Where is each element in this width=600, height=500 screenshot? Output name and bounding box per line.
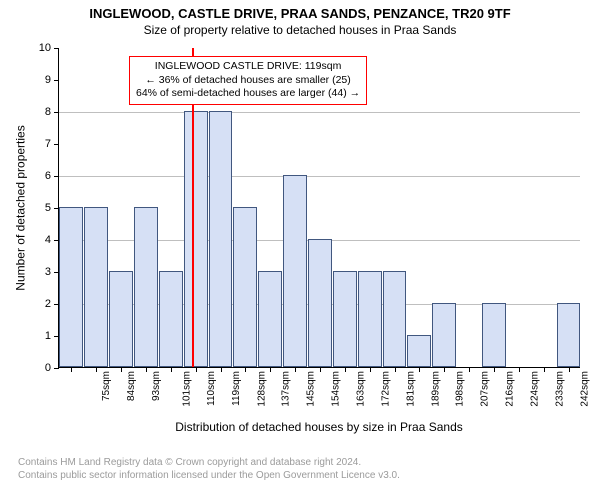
bar bbox=[482, 303, 506, 367]
info-box: INGLEWOOD CASTLE DRIVE: 119sqm← 36% of d… bbox=[129, 56, 367, 105]
x-tick bbox=[320, 367, 321, 372]
bar bbox=[159, 271, 183, 367]
title-main: INGLEWOOD, CASTLE DRIVE, PRAA SANDS, PEN… bbox=[0, 0, 600, 21]
x-tick bbox=[146, 367, 147, 372]
x-tick bbox=[221, 367, 222, 372]
x-tick bbox=[494, 367, 495, 372]
y-tick bbox=[54, 336, 59, 337]
bar bbox=[184, 111, 208, 367]
x-tick-label: 163sqm bbox=[356, 371, 367, 407]
bar bbox=[109, 271, 133, 367]
bar bbox=[84, 207, 108, 367]
x-tick-label: 93sqm bbox=[151, 371, 162, 401]
y-tick bbox=[54, 48, 59, 49]
x-tick bbox=[196, 367, 197, 372]
gridline bbox=[59, 112, 580, 113]
footer-attribution: Contains HM Land Registry data © Crown c… bbox=[18, 457, 400, 482]
y-tick-label: 7 bbox=[45, 138, 51, 150]
x-tick bbox=[544, 367, 545, 372]
y-tick-label: 9 bbox=[45, 74, 51, 86]
y-tick bbox=[54, 208, 59, 209]
y-tick bbox=[54, 304, 59, 305]
y-tick-label: 2 bbox=[45, 298, 51, 310]
footer-line-1: Contains HM Land Registry data © Crown c… bbox=[18, 457, 400, 470]
x-axis-title: Distribution of detached houses by size … bbox=[58, 420, 580, 434]
bar bbox=[407, 335, 431, 367]
info-box-line-3: 64% of semi-detached houses are larger (… bbox=[136, 87, 360, 101]
x-tick bbox=[395, 367, 396, 372]
info-box-line-1: INGLEWOOD CASTLE DRIVE: 119sqm bbox=[136, 60, 360, 74]
bar bbox=[233, 207, 257, 367]
x-tick bbox=[569, 367, 570, 372]
x-tick-label: 181sqm bbox=[405, 371, 416, 407]
x-tick bbox=[245, 367, 246, 372]
x-tick bbox=[370, 367, 371, 372]
x-tick-label: 207sqm bbox=[480, 371, 491, 407]
x-tick-label: 154sqm bbox=[331, 371, 342, 407]
y-tick-label: 10 bbox=[39, 42, 51, 54]
bar bbox=[358, 271, 382, 367]
x-tick-label: 189sqm bbox=[430, 371, 441, 407]
bar bbox=[432, 303, 456, 367]
bar bbox=[283, 175, 307, 367]
y-tick bbox=[54, 176, 59, 177]
x-tick-label: 84sqm bbox=[126, 371, 137, 401]
x-tick-label: 137sqm bbox=[281, 371, 292, 407]
y-tick bbox=[54, 80, 59, 81]
y-tick-label: 6 bbox=[45, 170, 51, 182]
x-tick bbox=[469, 367, 470, 372]
x-tick-label: 75sqm bbox=[101, 371, 112, 401]
y-tick-label: 5 bbox=[45, 202, 51, 214]
y-tick bbox=[54, 112, 59, 113]
x-tick bbox=[419, 367, 420, 372]
x-tick-label: 224sqm bbox=[530, 371, 541, 407]
bar bbox=[209, 111, 233, 367]
x-tick-label: 128sqm bbox=[256, 371, 267, 407]
x-tick-label: 110sqm bbox=[206, 371, 217, 406]
x-tick-label: 233sqm bbox=[554, 371, 565, 407]
x-tick-label: 242sqm bbox=[579, 371, 590, 407]
y-tick-label: 1 bbox=[45, 330, 51, 342]
x-tick-label: 145sqm bbox=[306, 371, 317, 407]
x-tick-label: 119sqm bbox=[231, 371, 242, 406]
x-tick-label: 101sqm bbox=[182, 371, 193, 407]
bar bbox=[557, 303, 581, 367]
bar bbox=[383, 271, 407, 367]
x-tick bbox=[121, 367, 122, 372]
x-tick bbox=[295, 367, 296, 372]
x-tick bbox=[519, 367, 520, 372]
y-axis-title-wrap: Number of detached properties bbox=[14, 48, 28, 368]
y-tick bbox=[54, 240, 59, 241]
y-axis-title: Number of detached properties bbox=[14, 125, 28, 290]
x-tick-label: 172sqm bbox=[380, 371, 391, 407]
x-tick-label: 216sqm bbox=[505, 371, 516, 407]
bar bbox=[134, 207, 158, 367]
x-tick bbox=[96, 367, 97, 372]
x-tick bbox=[444, 367, 445, 372]
title-sub: Size of property relative to detached ho… bbox=[0, 21, 600, 37]
y-tick-label: 0 bbox=[45, 362, 51, 374]
bar bbox=[308, 239, 332, 367]
bar bbox=[258, 271, 282, 367]
x-tick bbox=[171, 367, 172, 372]
x-tick bbox=[345, 367, 346, 372]
y-tick bbox=[54, 144, 59, 145]
y-tick bbox=[54, 368, 59, 369]
info-box-line-2: ← 36% of detached houses are smaller (25… bbox=[136, 74, 360, 88]
chart-plot-area: 01234567891075sqm84sqm93sqm101sqm110sqm1… bbox=[58, 48, 580, 368]
bar bbox=[59, 207, 83, 367]
gridline bbox=[59, 176, 580, 177]
plot-rect: 01234567891075sqm84sqm93sqm101sqm110sqm1… bbox=[58, 48, 580, 368]
x-tick bbox=[71, 367, 72, 372]
x-tick bbox=[270, 367, 271, 372]
chart-container: INGLEWOOD, CASTLE DRIVE, PRAA SANDS, PEN… bbox=[0, 0, 600, 500]
y-tick bbox=[54, 272, 59, 273]
bar bbox=[333, 271, 357, 367]
footer-line-2: Contains public sector information licen… bbox=[18, 470, 400, 483]
y-tick-label: 4 bbox=[45, 234, 51, 246]
y-tick-label: 8 bbox=[45, 106, 51, 118]
x-tick-label: 198sqm bbox=[455, 371, 466, 407]
y-tick-label: 3 bbox=[45, 266, 51, 278]
